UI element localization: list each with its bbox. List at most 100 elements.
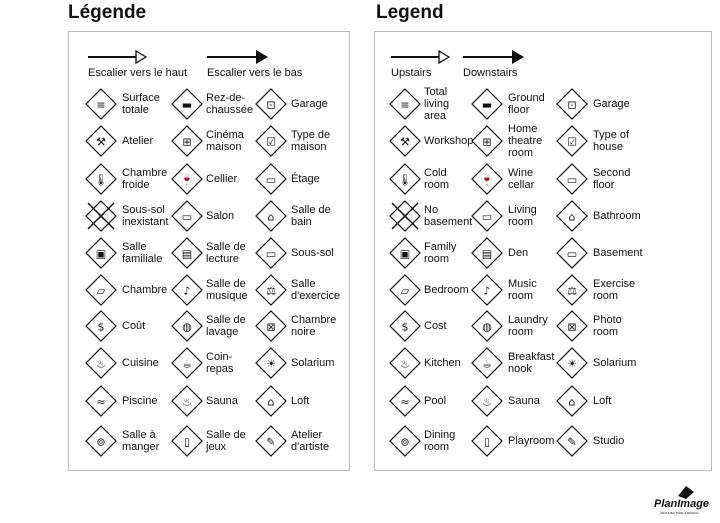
- plate-icon: ⊚: [85, 425, 117, 457]
- tv-icon: ▣: [85, 237, 117, 269]
- legend-item: ▬ Ground floor: [471, 86, 556, 122]
- legend-item-label: Surface totale: [122, 92, 160, 116]
- svg-text:☕: ☕: [482, 358, 492, 371]
- legend-item-label: Chambre: [122, 284, 168, 296]
- loft-icon: ⌂: [556, 385, 588, 417]
- svg-text:◍: ◍: [182, 321, 192, 334]
- svg-text:$: $: [402, 321, 409, 334]
- legend-item: ☑ Type de maison: [255, 123, 340, 159]
- legend-item-label: Exercise room: [593, 278, 636, 302]
- legend-item-label: Salle de lecture: [206, 241, 246, 265]
- legend-item: ♪ Music room: [471, 272, 556, 308]
- downstairs-arrow-icon: [463, 50, 525, 64]
- svg-text:≡: ≡: [400, 99, 409, 112]
- legend-item: ⌂ Loft: [556, 383, 641, 419]
- theatre-icon: ⊞: [471, 125, 503, 157]
- svg-text:≈: ≈: [400, 396, 409, 409]
- legend-item-label: Salle de lavage: [206, 314, 246, 338]
- legend-item-label: Ground floor: [508, 92, 545, 116]
- legend-item: ⚒ Atelier: [85, 123, 170, 159]
- garage-icon: ⊡: [255, 88, 287, 120]
- palette-icon: ✎: [255, 425, 287, 457]
- svg-text:☑: ☑: [567, 136, 577, 149]
- legend-item-label: Cold room: [424, 167, 450, 191]
- svg-text:≈: ≈: [96, 396, 105, 409]
- legend-item: ⊡ Garage: [556, 86, 641, 122]
- sofa-icon: ▭: [471, 200, 503, 232]
- logo-subtext: ARCHITECTURE & DESIGN: [660, 511, 699, 515]
- legend-item-label: Sous-sol inexistant: [122, 204, 169, 228]
- svg-text:⊞: ⊞: [182, 136, 191, 149]
- legend-item-label: Piscine: [122, 395, 158, 407]
- sofa-icon: ▭: [171, 200, 203, 232]
- svg-text:✎: ✎: [266, 436, 275, 449]
- music-note-icon: ♪: [471, 274, 503, 306]
- legend-item: ▣ Family room: [389, 235, 474, 271]
- legend-item-label: Salle à manger: [122, 429, 160, 453]
- legend-item: 🍷 Cellier: [171, 161, 256, 197]
- legend-item: ≡ Surface totale: [85, 86, 170, 122]
- legend-item: ⌂ Loft: [255, 383, 340, 419]
- legend-item: ▭ Basement: [556, 235, 643, 271]
- svg-text:▬: ▬: [182, 99, 192, 112]
- dumbbell-icon: ⚖: [255, 274, 287, 306]
- legend-item-label: Playroom: [508, 435, 555, 447]
- legend-item: ⊞ Cinéma maison: [171, 123, 256, 159]
- legend-item: ☕ Breakfast nook: [471, 345, 556, 381]
- svg-text:♨: ♨: [96, 358, 106, 371]
- basement-icon: ▭: [255, 237, 287, 269]
- legend-item-label: Sauna: [508, 395, 540, 407]
- legend-item-label: Living room: [508, 204, 537, 228]
- svg-text:⌂: ⌂: [569, 396, 576, 409]
- legend-item-label: Salon: [206, 210, 235, 222]
- svg-text:▯: ▯: [184, 436, 190, 449]
- svg-text:♨: ♨: [400, 358, 410, 371]
- house-type-icon: ☑: [556, 125, 588, 157]
- legend-item-label: Étage: [291, 173, 320, 185]
- legend-item-label: Salle de jeux: [206, 429, 246, 453]
- legend-item-label: Solarium: [291, 357, 335, 369]
- svg-text:🍷: 🍷: [480, 174, 494, 187]
- legend-item-label: Salle familiale: [122, 241, 163, 265]
- book-icon: ▤: [471, 237, 503, 269]
- camera-icon: ⊠: [556, 310, 588, 342]
- svg-text:🌡: 🌡: [94, 174, 108, 187]
- legend-item: 🌡 Cold room: [389, 161, 474, 197]
- legend-item-label: Type de maison: [291, 129, 331, 153]
- legend-item-label: Kitchen: [424, 357, 461, 369]
- washer-icon: ◍: [171, 310, 203, 342]
- legend-item-label: Type of house: [593, 129, 630, 153]
- legend-item: ⌂ Bathroom: [556, 198, 641, 234]
- legend-item: ▬ Rez-de- chaussée: [171, 86, 256, 122]
- svg-text:✎: ✎: [567, 436, 576, 449]
- downstairs-label: Escalier vers le bas: [207, 67, 303, 79]
- no-basement-icon: ✕: [85, 200, 117, 232]
- svg-text:⌂: ⌂: [268, 396, 275, 409]
- svg-text:▣: ▣: [400, 248, 410, 261]
- pot-icon: ♨: [85, 347, 117, 379]
- legend-item-label: Coût: [122, 320, 146, 332]
- svg-text:☀: ☀: [266, 358, 276, 371]
- legend-item: ▤ Den: [471, 235, 556, 271]
- ground-floor-icon: ▬: [171, 88, 203, 120]
- legend-item-label: Garage: [593, 98, 630, 110]
- legend-item-label: Music room: [508, 278, 537, 302]
- legend-item: ◍ Salle de lavage: [171, 308, 256, 344]
- legend-item: ▱ Bedroom: [389, 272, 474, 308]
- legend-item: ♪ Salle de musique: [171, 272, 256, 308]
- legend-item: ▭ Étage: [255, 161, 340, 197]
- legend-item-label: Atelier: [122, 135, 154, 147]
- legend-item: ◍ Laundry room: [471, 308, 556, 344]
- sauna-icon: ♨: [171, 385, 203, 417]
- legend-item-label: Cinéma maison: [206, 129, 244, 153]
- svg-text:♪: ♪: [483, 285, 490, 298]
- legend-item-label: Basement: [593, 247, 643, 259]
- logo-mark-icon: [678, 486, 694, 499]
- legend-item-label: Coin- repas: [206, 351, 234, 375]
- legend-item: ✎ Studio: [556, 423, 641, 459]
- legend-item: ✕ Sous-sol inexistant: [85, 198, 170, 234]
- legend-item-label: Cellier: [206, 173, 238, 185]
- pool-icon: ≈: [389, 385, 421, 417]
- legend-item-label: Salle d'exercice: [291, 278, 341, 302]
- svg-text:$: $: [98, 321, 105, 334]
